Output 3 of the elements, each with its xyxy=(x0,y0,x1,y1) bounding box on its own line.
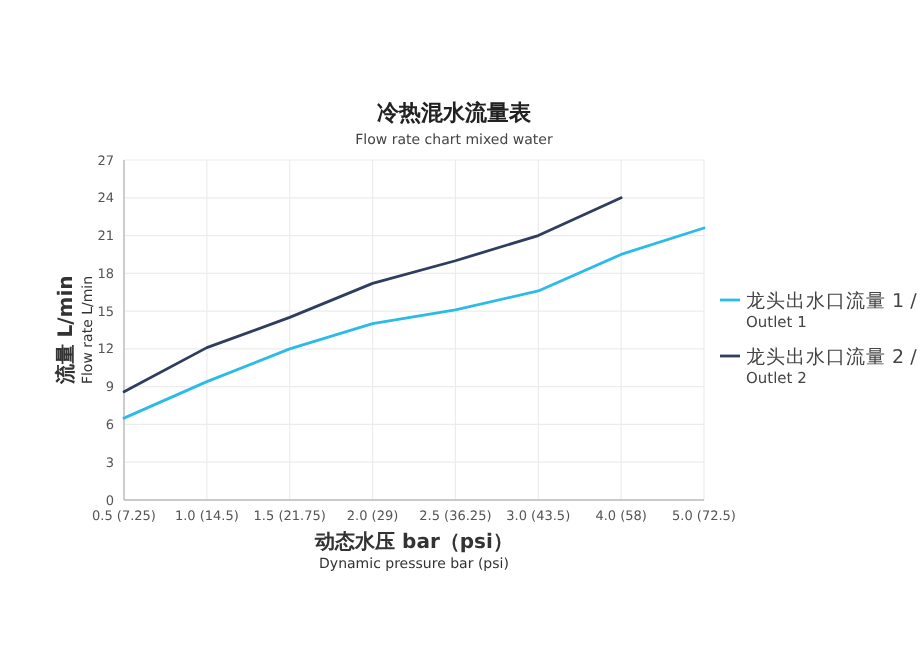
line-series xyxy=(122,226,706,420)
line-series xyxy=(122,196,623,394)
chart-title: 冷热混水流量表 xyxy=(377,100,533,126)
